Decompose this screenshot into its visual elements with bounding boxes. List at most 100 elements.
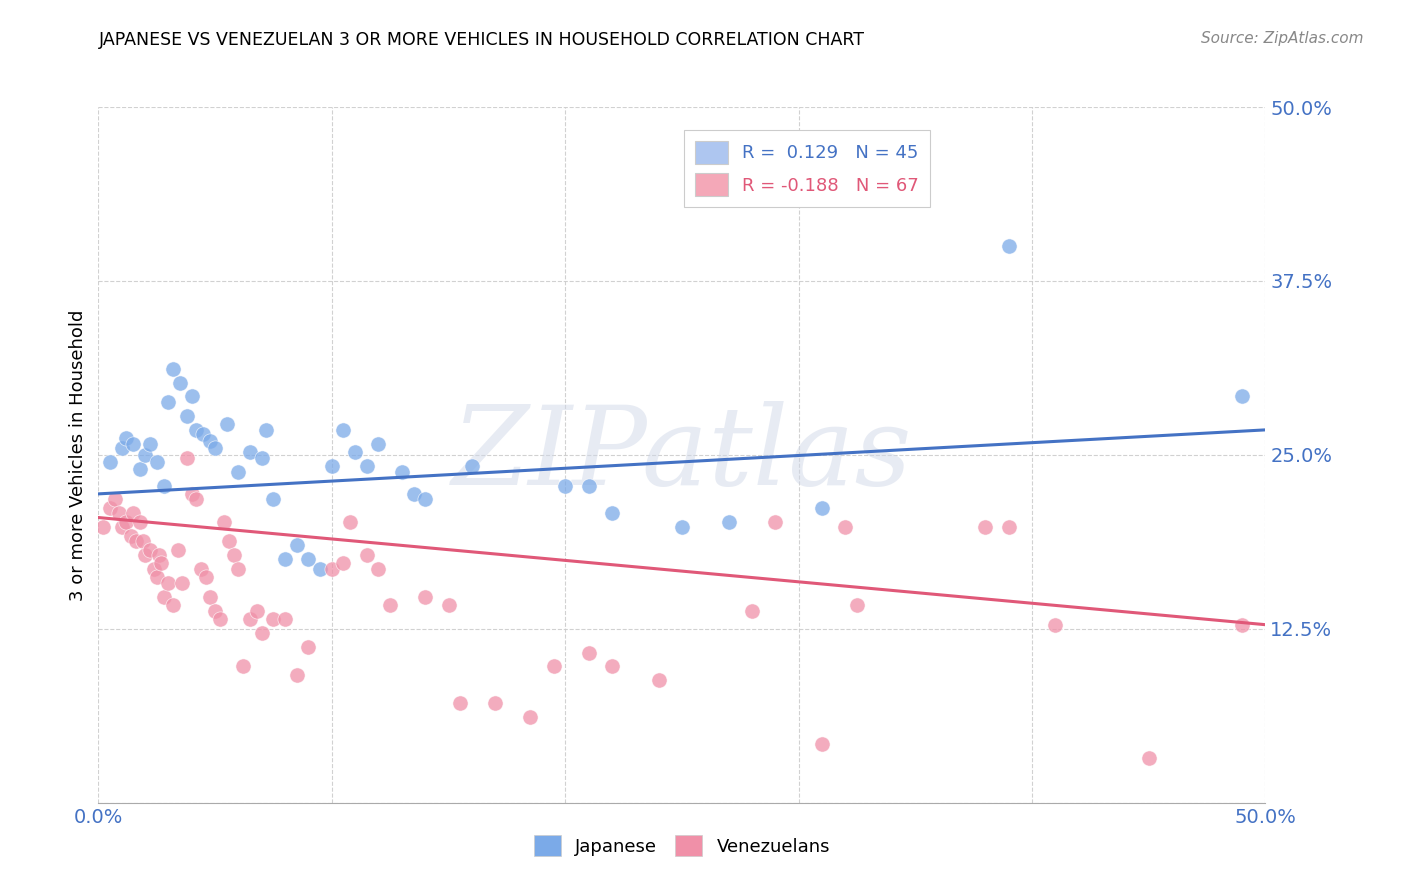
Point — [1045, 617, 1067, 632]
Point — [194, 570, 217, 584]
Point — [157, 576, 180, 591]
Point — [519, 709, 541, 723]
Point — [104, 492, 127, 507]
Point — [125, 534, 148, 549]
Point — [332, 423, 354, 437]
Point — [578, 478, 600, 492]
Point — [274, 612, 297, 626]
Point — [246, 604, 269, 618]
Point — [285, 667, 308, 681]
Point — [172, 576, 194, 591]
Point — [834, 520, 856, 534]
Point — [239, 445, 262, 459]
Point — [228, 465, 250, 479]
Point — [152, 478, 174, 492]
Point — [200, 590, 222, 604]
Point — [647, 673, 669, 688]
Point — [204, 604, 226, 618]
Point — [122, 507, 145, 521]
Point — [356, 458, 378, 473]
Point — [413, 492, 436, 507]
Point — [1137, 751, 1160, 765]
Point — [845, 598, 868, 612]
Point — [297, 552, 319, 566]
Point — [204, 441, 226, 455]
Point — [134, 448, 156, 462]
Point — [578, 646, 600, 660]
Point — [262, 612, 284, 626]
Point — [262, 492, 284, 507]
Point — [152, 590, 174, 604]
Point — [146, 455, 169, 469]
Point — [413, 590, 436, 604]
Point — [671, 520, 693, 534]
Point — [162, 598, 184, 612]
Point — [717, 515, 740, 529]
Point — [169, 376, 191, 390]
Point — [997, 239, 1019, 253]
Y-axis label: 3 or more Vehicles in Household: 3 or more Vehicles in Household — [69, 310, 87, 600]
Point — [367, 562, 389, 576]
Point — [176, 450, 198, 465]
Point — [134, 548, 156, 562]
Point — [222, 548, 245, 562]
Point — [129, 515, 152, 529]
Point — [763, 515, 786, 529]
Point — [367, 437, 389, 451]
Point — [186, 492, 208, 507]
Point — [1230, 389, 1253, 403]
Point — [111, 520, 134, 534]
Text: JAPANESE VS VENEZUELAN 3 OR MORE VEHICLES IN HOUSEHOLD CORRELATION CHART: JAPANESE VS VENEZUELAN 3 OR MORE VEHICLE… — [98, 31, 865, 49]
Point — [176, 409, 198, 423]
Point — [148, 548, 170, 562]
Point — [449, 696, 471, 710]
Point — [132, 534, 155, 549]
Point — [600, 659, 623, 673]
Point — [239, 612, 262, 626]
Point — [811, 737, 834, 751]
Point — [98, 500, 121, 515]
Point — [180, 389, 202, 403]
Point — [214, 515, 236, 529]
Point — [332, 557, 354, 571]
Point — [378, 598, 402, 612]
Point — [180, 487, 202, 501]
Point — [139, 437, 162, 451]
Point — [339, 515, 361, 529]
Point — [143, 562, 166, 576]
Point — [250, 450, 273, 465]
Text: Source: ZipAtlas.com: Source: ZipAtlas.com — [1201, 31, 1364, 46]
Point — [437, 598, 460, 612]
Point — [162, 361, 184, 376]
Point — [208, 612, 231, 626]
Point — [215, 417, 238, 432]
Point — [484, 696, 506, 710]
Point — [811, 500, 834, 515]
Point — [111, 441, 134, 455]
Point — [150, 557, 173, 571]
Point — [256, 423, 278, 437]
Point — [309, 562, 332, 576]
Point — [186, 423, 208, 437]
Point — [543, 659, 565, 673]
Point — [139, 542, 162, 557]
Point — [98, 455, 121, 469]
Point — [297, 640, 319, 654]
Point — [146, 570, 169, 584]
Point — [321, 562, 343, 576]
Point — [166, 542, 188, 557]
Point — [190, 562, 212, 576]
Point — [997, 520, 1019, 534]
Point — [461, 458, 484, 473]
Text: ZIPatlas: ZIPatlas — [451, 401, 912, 508]
Point — [122, 437, 145, 451]
Point — [157, 395, 180, 409]
Point — [356, 548, 378, 562]
Point — [129, 462, 152, 476]
Legend: Japanese, Venezuelans: Japanese, Venezuelans — [526, 828, 838, 863]
Point — [554, 478, 576, 492]
Point — [108, 507, 131, 521]
Point — [600, 507, 623, 521]
Point — [974, 520, 997, 534]
Point — [391, 465, 413, 479]
